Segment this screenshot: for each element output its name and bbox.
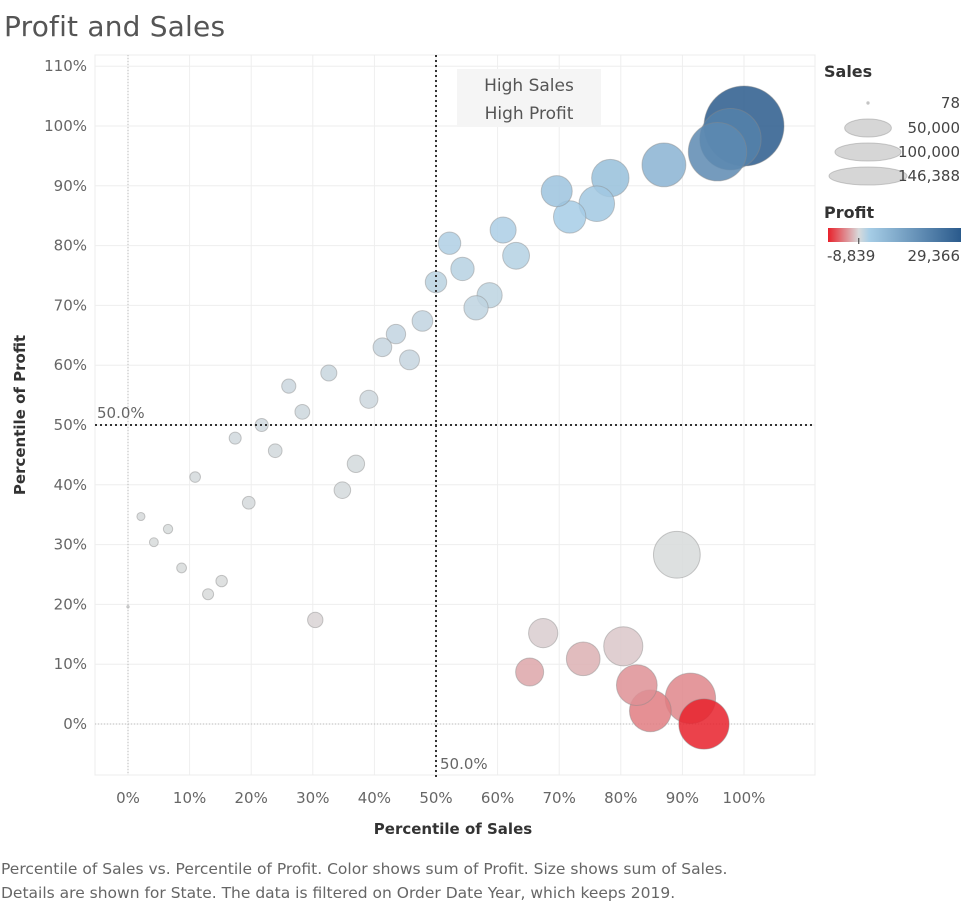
data-point[interactable] bbox=[307, 611, 324, 629]
y-reference-label: 50.0% bbox=[97, 404, 145, 422]
y-tick-label: 50% bbox=[54, 416, 87, 434]
x-tick-label: 60% bbox=[481, 789, 514, 807]
x-tick-label: 70% bbox=[543, 789, 576, 807]
data-point[interactable] bbox=[281, 378, 297, 394]
size-legend-label: 146,388 bbox=[898, 167, 960, 185]
y-axis-title: Percentile of Profit bbox=[11, 335, 29, 495]
data-point[interactable] bbox=[603, 626, 644, 667]
size-legend-label: 100,000 bbox=[898, 143, 960, 161]
data-point[interactable] bbox=[202, 588, 215, 601]
x-reference-label: 50.0% bbox=[440, 755, 488, 773]
data-point[interactable] bbox=[241, 495, 256, 510]
size-legend: 78 50,000 100,000 146,388 bbox=[828, 94, 961, 186]
data-point[interactable] bbox=[148, 537, 159, 548]
data-point[interactable] bbox=[687, 122, 748, 182]
data-point[interactable] bbox=[320, 364, 338, 382]
annotation-line: High Sales bbox=[484, 76, 574, 96]
y-tick-label: 30% bbox=[54, 536, 87, 554]
size-legend-label: 50,000 bbox=[908, 119, 961, 137]
x-tick-label: 10% bbox=[173, 789, 206, 807]
size-legend-swatch bbox=[844, 118, 892, 138]
data-point[interactable] bbox=[565, 641, 601, 677]
data-point[interactable] bbox=[267, 443, 283, 459]
data-point[interactable] bbox=[162, 523, 174, 535]
data-point[interactable] bbox=[678, 698, 730, 750]
y-tick-label: 100% bbox=[44, 117, 87, 135]
y-tick-label: 70% bbox=[54, 296, 87, 314]
y-axis-ticks: 0% 10% 20% 30% 40% 50% 60% 70% 80% 90% 100% 110% bbox=[44, 57, 87, 733]
caption-line-1: Percentile of Sales vs. Percentile of Pr… bbox=[1, 860, 728, 878]
chart-caption: Percentile of Sales vs. Percentile of Pr… bbox=[1, 857, 727, 905]
size-legend-swatch bbox=[828, 166, 908, 186]
y-tick-label: 90% bbox=[54, 177, 87, 195]
data-point[interactable] bbox=[189, 471, 201, 483]
size-legend-swatch bbox=[866, 101, 870, 105]
x-tick-label: 80% bbox=[604, 789, 637, 807]
data-point[interactable] bbox=[515, 657, 545, 687]
data-point[interactable] bbox=[136, 511, 146, 522]
x-tick-label: 40% bbox=[358, 789, 391, 807]
y-tick-label: 60% bbox=[54, 356, 87, 374]
data-point[interactable] bbox=[176, 562, 187, 574]
annotation-box bbox=[457, 69, 601, 127]
annotation-line: High Profit bbox=[485, 104, 574, 124]
data-point[interactable] bbox=[528, 618, 559, 649]
data-point[interactable] bbox=[228, 431, 242, 445]
x-tick-label: 100% bbox=[723, 789, 766, 807]
data-point[interactable] bbox=[652, 530, 701, 579]
y-tick-label: 0% bbox=[63, 715, 87, 733]
data-point[interactable] bbox=[294, 403, 311, 420]
data-point[interactable] bbox=[411, 310, 434, 332]
data-point[interactable] bbox=[372, 337, 393, 358]
size-legend-label: 78 bbox=[941, 94, 960, 112]
data-point[interactable] bbox=[385, 323, 407, 345]
data-point[interactable] bbox=[399, 349, 420, 371]
color-legend-bar bbox=[828, 228, 961, 242]
color-legend: -8,839 29,366 bbox=[827, 228, 961, 265]
data-point[interactable] bbox=[333, 481, 352, 499]
data-point[interactable] bbox=[424, 270, 448, 294]
color-legend-title: Profit bbox=[824, 203, 875, 222]
y-tick-label: 110% bbox=[44, 57, 87, 75]
data-point[interactable] bbox=[552, 200, 587, 234]
data-point[interactable] bbox=[489, 216, 517, 244]
data-point[interactable] bbox=[450, 256, 475, 282]
x-tick-label: 90% bbox=[666, 789, 699, 807]
y-tick-label: 20% bbox=[54, 595, 87, 613]
data-point[interactable] bbox=[437, 231, 462, 255]
data-point[interactable] bbox=[346, 454, 366, 474]
legend: Sales 78 50,000 100,000 146,388 Profit -8,8… bbox=[824, 62, 963, 274]
data-point[interactable] bbox=[615, 664, 658, 707]
data-points bbox=[126, 85, 785, 750]
chart-title: Profit and Sales bbox=[4, 10, 226, 43]
x-tick-label: 50% bbox=[419, 789, 452, 807]
y-tick-label: 40% bbox=[54, 476, 87, 494]
data-point[interactable] bbox=[463, 295, 489, 321]
y-tick-label: 10% bbox=[54, 655, 87, 673]
data-point[interactable] bbox=[359, 389, 379, 409]
x-tick-label: 30% bbox=[296, 789, 329, 807]
size-legend-swatch bbox=[834, 142, 902, 162]
data-point[interactable] bbox=[502, 241, 531, 270]
color-legend-max: 29,366 bbox=[908, 247, 961, 265]
data-point[interactable] bbox=[215, 574, 228, 588]
plot-frame bbox=[94, 54, 816, 776]
data-point[interactable] bbox=[540, 175, 573, 208]
x-tick-label: 20% bbox=[235, 789, 268, 807]
quadrant-annotation: High Sales High Profit bbox=[457, 69, 601, 127]
data-point[interactable] bbox=[126, 605, 130, 609]
data-point[interactable] bbox=[641, 142, 687, 188]
caption-line-2: Details are shown for State. The data is… bbox=[1, 884, 676, 902]
y-tick-label: 80% bbox=[54, 237, 87, 255]
x-axis-title: Percentile of Sales bbox=[374, 820, 532, 838]
size-legend-title: Sales bbox=[824, 62, 873, 81]
x-tick-label: 0% bbox=[116, 789, 140, 807]
color-legend-min: -8,839 bbox=[827, 247, 875, 265]
x-axis-ticks: 0% 10% 20% 30% 40% 50% 60% 70% 80% 90% 100% bbox=[116, 789, 765, 807]
